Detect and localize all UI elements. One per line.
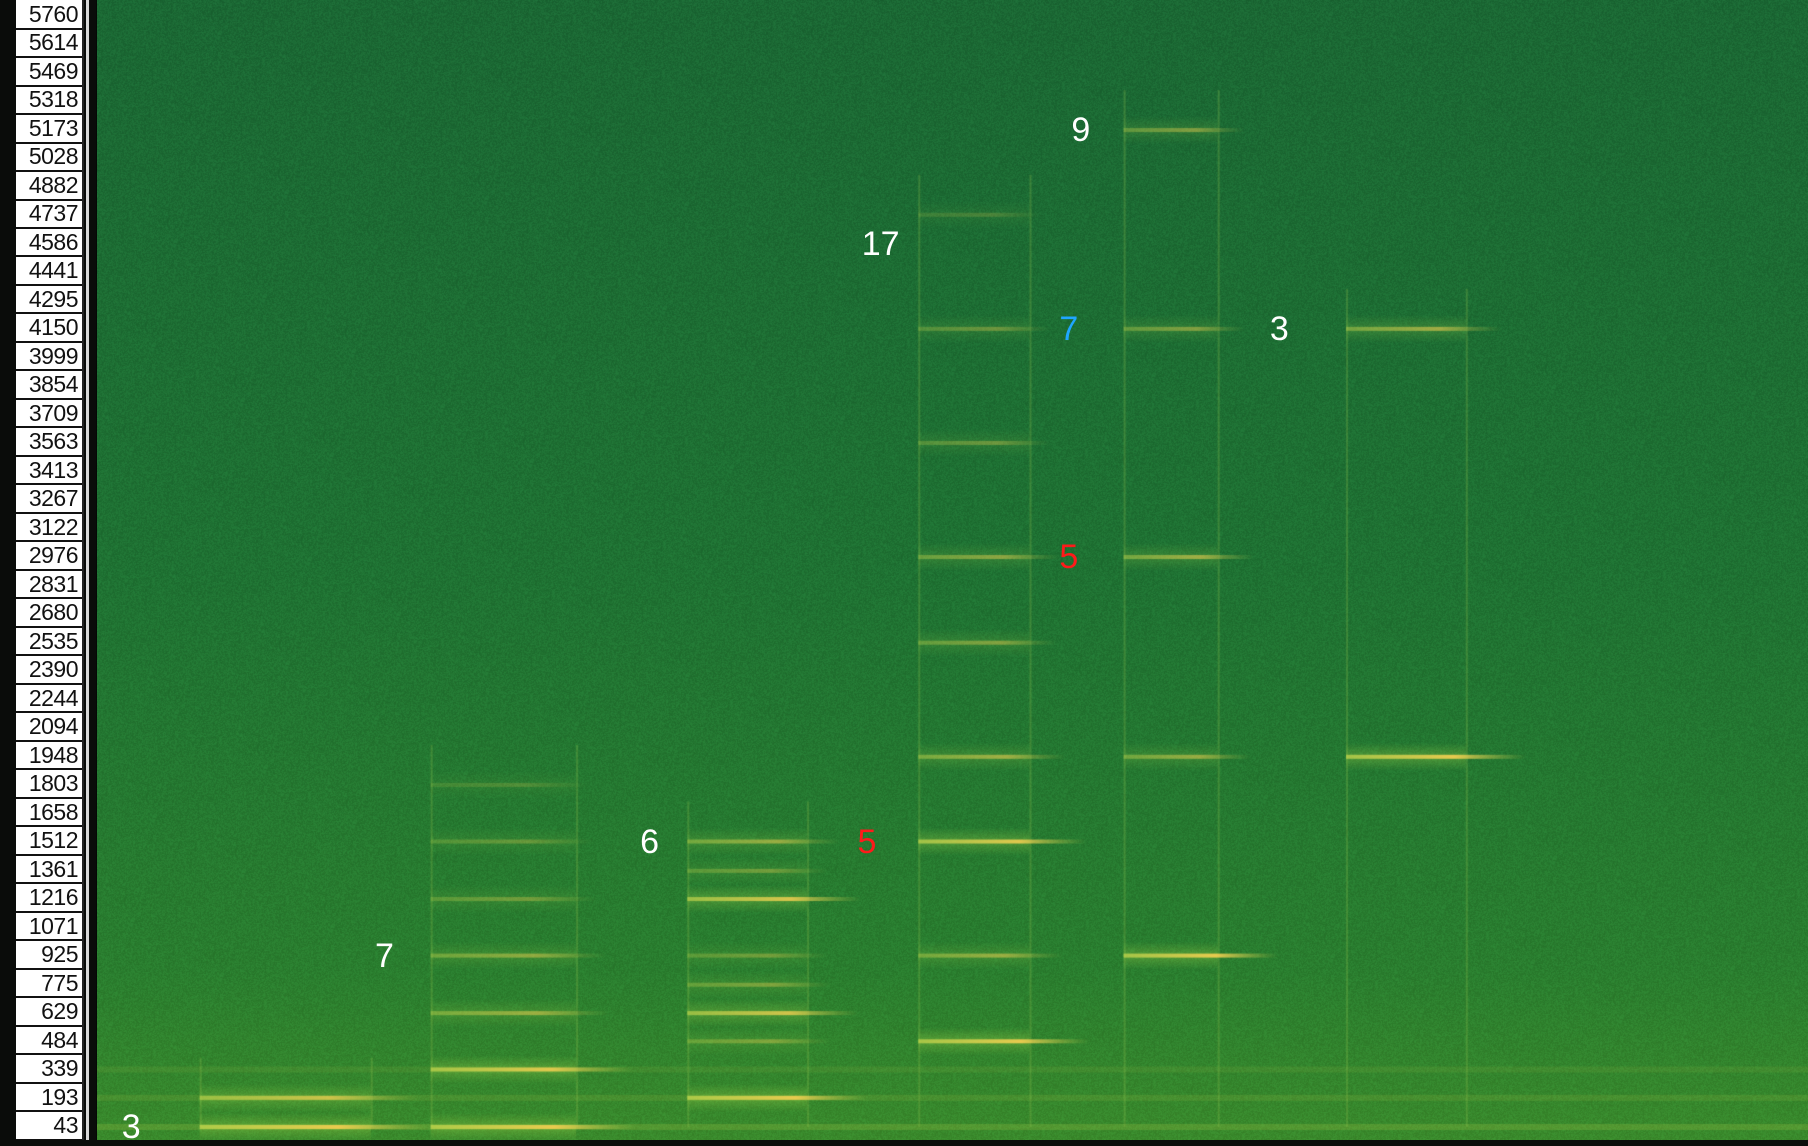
y-tick-label: 3563 xyxy=(16,428,82,457)
y-tick-label: 4441 xyxy=(16,257,82,286)
y-tick-label: 925 xyxy=(16,941,82,970)
harmonic-count-label: 6 xyxy=(640,822,660,861)
y-tick-label: 3122 xyxy=(16,514,82,543)
y-tick-label: 775 xyxy=(16,970,82,999)
y-tick-label: 339 xyxy=(16,1055,82,1084)
harmonic-count-label: 3 xyxy=(1269,309,1289,348)
y-tick-label: 2831 xyxy=(16,571,82,600)
harmonic-count-label: 5 xyxy=(857,822,877,861)
y-tick-label: 3709 xyxy=(16,400,82,429)
bottom-edge xyxy=(0,1140,1808,1146)
y-tick-label: 5760 xyxy=(16,1,82,30)
y-tick-label: 2094 xyxy=(16,713,82,742)
frequency-tick-column: 5760 5614 5469 5318 5173 5028 4882 4737 4586 4441… xyxy=(16,0,84,1141)
y-tick-label: 2244 xyxy=(16,685,82,714)
y-tick-label: 1071 xyxy=(16,913,82,942)
y-tick-label: 1512 xyxy=(16,827,82,856)
harmonic-count-label: 7 xyxy=(1059,309,1079,348)
y-tick-label: 4586 xyxy=(16,229,82,258)
y-tick-label: 484 xyxy=(16,1027,82,1056)
harmonic-count-label: 9 xyxy=(1071,111,1091,150)
y-tick-label: 4295 xyxy=(16,286,82,315)
y-tick-label: 5028 xyxy=(16,143,82,173)
y-tick-label: 3854 xyxy=(16,371,82,400)
y-tick-label: 1803 xyxy=(16,770,82,799)
y-tick-label: 43 xyxy=(16,1112,82,1141)
y-tick-label: 4150 xyxy=(16,314,82,343)
axis-rule xyxy=(86,0,89,1140)
harmonic-count-label: 3 xyxy=(121,1108,141,1146)
y-tick-label: 3413 xyxy=(16,457,82,486)
spectrogram-canvas xyxy=(97,0,1808,1140)
y-tick-label: 5469 xyxy=(16,58,82,87)
harmonic-count-label: 7 xyxy=(374,936,394,975)
spectrogram-area xyxy=(97,0,1808,1140)
y-tick-label: 629 xyxy=(16,998,82,1027)
y-tick-label: 2390 xyxy=(16,656,82,685)
y-tick-label: 2680 xyxy=(16,599,82,628)
y-tick-label: 3999 xyxy=(16,343,82,372)
y-tick-label: 2976 xyxy=(16,542,82,571)
y-tick-label: 5173 xyxy=(16,115,82,144)
harmonic-count-label: 5 xyxy=(1059,538,1079,577)
y-tick-label: 4882 xyxy=(16,172,82,201)
frequency-axis: 5760 5614 5469 5318 5173 5028 4882 4737 4586 4441… xyxy=(0,0,96,1146)
y-tick-label: 5614 xyxy=(16,29,82,59)
y-tick-label: 193 xyxy=(16,1084,82,1113)
y-tick-label: 3267 xyxy=(16,485,82,514)
y-tick-label: 1361 xyxy=(16,856,82,885)
harmonic-count-label: 17 xyxy=(861,225,900,264)
y-tick-label: 4737 xyxy=(16,200,82,229)
y-tick-label: 1948 xyxy=(16,742,82,771)
y-tick-label: 5318 xyxy=(16,86,82,116)
y-tick-label: 1658 xyxy=(16,799,82,828)
y-tick-label: 1216 xyxy=(16,884,82,913)
y-tick-label: 2535 xyxy=(16,628,82,657)
